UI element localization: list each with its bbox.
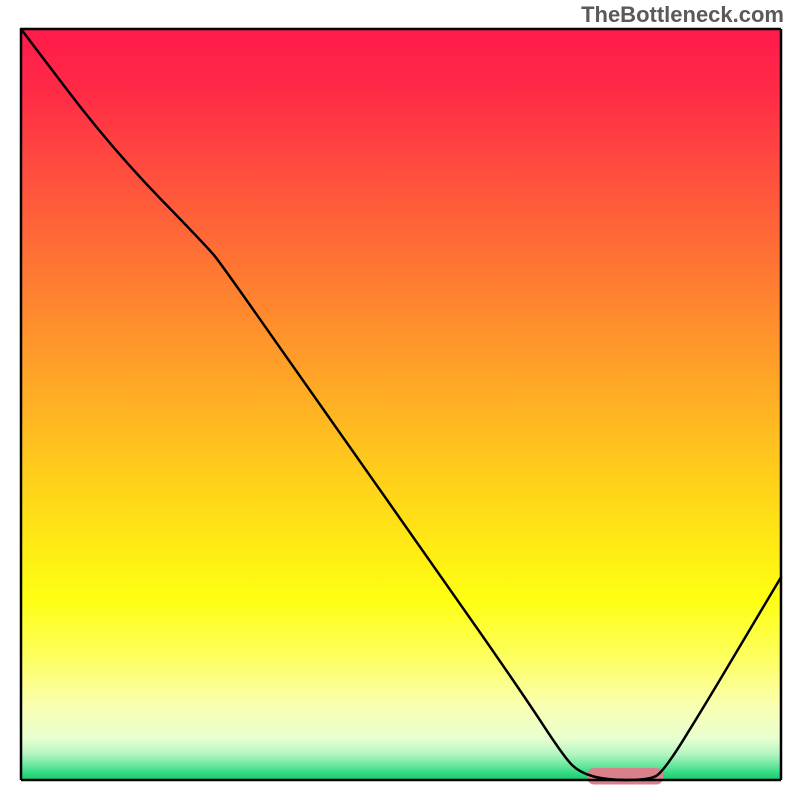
chart-container: TheBottleneck.com: [0, 0, 800, 800]
recommendation-marker: [587, 768, 663, 785]
bottleneck-chart: [0, 0, 800, 800]
plot-background: [21, 29, 781, 780]
watermark-text: TheBottleneck.com: [581, 2, 784, 28]
